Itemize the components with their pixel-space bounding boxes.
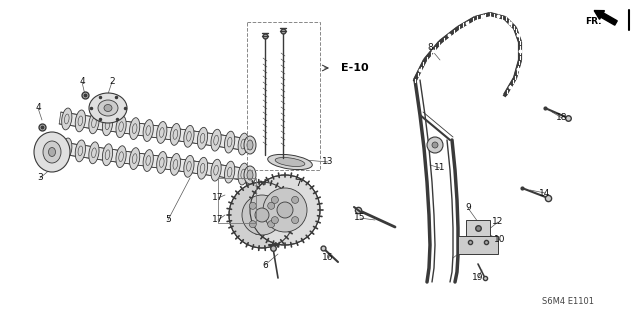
Text: 17: 17	[212, 194, 224, 203]
Ellipse shape	[225, 161, 235, 183]
Circle shape	[432, 142, 438, 148]
Ellipse shape	[129, 148, 140, 169]
Circle shape	[250, 221, 256, 228]
Ellipse shape	[61, 138, 72, 160]
Text: 9: 9	[465, 204, 471, 212]
Ellipse shape	[76, 140, 86, 162]
Ellipse shape	[184, 155, 194, 177]
Ellipse shape	[275, 158, 305, 167]
Ellipse shape	[238, 133, 248, 155]
Text: 13: 13	[323, 158, 333, 167]
Circle shape	[250, 175, 320, 245]
Text: 4: 4	[35, 103, 41, 113]
Text: 10: 10	[494, 235, 506, 244]
Circle shape	[292, 217, 299, 224]
Ellipse shape	[89, 112, 99, 134]
Circle shape	[271, 217, 278, 224]
Ellipse shape	[116, 146, 126, 167]
Ellipse shape	[143, 150, 154, 171]
Ellipse shape	[238, 163, 248, 185]
Text: 4: 4	[79, 78, 85, 86]
Bar	[466, 220, 490, 236]
Circle shape	[263, 188, 307, 232]
Text: 14: 14	[540, 189, 550, 197]
Ellipse shape	[197, 127, 207, 149]
Ellipse shape	[76, 110, 86, 132]
Circle shape	[292, 197, 299, 204]
Text: 19: 19	[472, 273, 484, 283]
Text: 2: 2	[109, 78, 115, 86]
Ellipse shape	[89, 142, 99, 164]
Text: 5: 5	[165, 216, 171, 225]
Ellipse shape	[104, 105, 112, 112]
Text: 15: 15	[355, 213, 365, 222]
Ellipse shape	[98, 100, 118, 116]
Text: 6: 6	[262, 261, 268, 270]
Text: 3: 3	[37, 174, 43, 182]
Ellipse shape	[43, 141, 61, 163]
Circle shape	[250, 202, 256, 209]
Circle shape	[427, 137, 443, 153]
Text: 11: 11	[435, 164, 445, 173]
Circle shape	[268, 221, 275, 228]
Ellipse shape	[129, 118, 140, 139]
Text: 16: 16	[323, 254, 333, 263]
Ellipse shape	[244, 136, 256, 154]
Ellipse shape	[116, 116, 126, 137]
Polygon shape	[59, 142, 251, 181]
Ellipse shape	[211, 129, 221, 151]
Ellipse shape	[34, 132, 70, 172]
Circle shape	[242, 195, 282, 235]
Circle shape	[268, 202, 275, 209]
Ellipse shape	[89, 93, 127, 123]
Ellipse shape	[211, 159, 221, 181]
Ellipse shape	[225, 131, 235, 153]
Circle shape	[255, 208, 269, 222]
Ellipse shape	[157, 152, 167, 174]
Ellipse shape	[102, 144, 113, 166]
Circle shape	[277, 202, 293, 218]
Text: S6M4 E1101: S6M4 E1101	[542, 298, 594, 307]
Text: 8: 8	[427, 43, 433, 53]
Text: FR.: FR.	[586, 17, 602, 26]
Bar	[247, 22, 320, 170]
Ellipse shape	[102, 114, 113, 136]
Ellipse shape	[268, 154, 312, 170]
Ellipse shape	[157, 122, 167, 143]
Ellipse shape	[184, 125, 194, 147]
Ellipse shape	[49, 147, 56, 157]
Text: 17: 17	[212, 216, 224, 225]
Polygon shape	[59, 112, 251, 151]
Ellipse shape	[247, 140, 253, 150]
Text: 18: 18	[556, 114, 568, 122]
Circle shape	[271, 197, 278, 204]
Text: 12: 12	[492, 218, 504, 226]
Bar	[218, 178, 256, 223]
Ellipse shape	[247, 170, 253, 180]
Ellipse shape	[244, 166, 256, 184]
Text: E-10: E-10	[341, 63, 369, 73]
Bar	[458, 236, 498, 254]
Ellipse shape	[197, 157, 207, 179]
Ellipse shape	[170, 153, 180, 175]
Ellipse shape	[170, 123, 180, 145]
Circle shape	[229, 182, 295, 248]
Text: 7: 7	[295, 179, 301, 188]
FancyArrow shape	[594, 11, 617, 25]
Ellipse shape	[143, 120, 154, 141]
Ellipse shape	[61, 108, 72, 130]
